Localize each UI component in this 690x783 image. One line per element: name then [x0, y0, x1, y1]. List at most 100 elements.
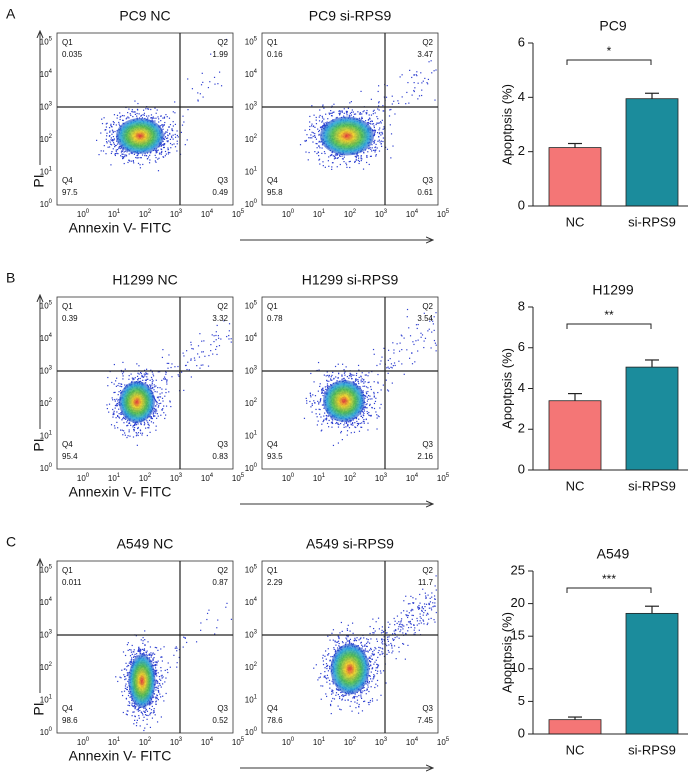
- event-dot: [141, 648, 144, 651]
- tick-base: 10: [40, 367, 49, 376]
- event-dot: [171, 363, 173, 365]
- event-dot: [116, 398, 118, 400]
- event-dot: [152, 658, 154, 660]
- event-dot: [322, 161, 324, 163]
- event-dot: [154, 661, 156, 663]
- y-tick-label: 100: [245, 463, 258, 474]
- event-dot: [366, 410, 368, 413]
- event-dot: [155, 156, 157, 159]
- event-dot: [368, 381, 370, 383]
- event-dot: [134, 111, 136, 113]
- event-dot: [318, 120, 321, 122]
- bar: [548, 147, 602, 207]
- event-dot: [153, 693, 156, 695]
- event-dot: [420, 72, 422, 74]
- event-dot: [343, 108, 345, 110]
- event-dot: [331, 374, 333, 376]
- event-dot: [369, 398, 371, 400]
- event-dot: [113, 138, 115, 140]
- event-dot: [144, 423, 146, 425]
- event-dot: [132, 711, 134, 713]
- event-dot: [341, 110, 343, 112]
- event-dot: [150, 386, 152, 388]
- event-dot: [137, 102, 139, 105]
- event-dot: [348, 377, 350, 379]
- quadrant-name: Q3: [217, 176, 228, 185]
- event-dot: [379, 121, 382, 123]
- event-dot: [351, 374, 353, 376]
- significance-bracket: [566, 323, 652, 329]
- event-dot: [122, 153, 124, 155]
- event-dot: [346, 424, 349, 427]
- event-dot: [413, 343, 415, 346]
- event-dot: [104, 129, 106, 131]
- y-tick-label: 103: [245, 101, 258, 112]
- event-dot: [329, 378, 332, 380]
- y-tick-label: 103: [40, 365, 53, 376]
- event-dot: [343, 426, 345, 428]
- event-dot: [163, 144, 165, 146]
- event-dot: [114, 400, 116, 402]
- event-dot: [367, 429, 369, 431]
- event-dot: [117, 427, 119, 429]
- event-dot: [323, 151, 326, 153]
- event-dot: [151, 700, 153, 702]
- event-dot: [331, 152, 333, 154]
- event-dot: [323, 419, 325, 421]
- event-dot: [322, 387, 324, 389]
- tick-base: 10: [40, 200, 49, 209]
- event-dot: [331, 115, 333, 117]
- y-axis-label: Apoptpsis (%): [499, 84, 514, 165]
- event-dot: [305, 397, 307, 400]
- event-dot: [133, 426, 136, 429]
- event-dot: [148, 162, 151, 164]
- event-dot: [150, 709, 153, 711]
- event-dot: [416, 75, 418, 77]
- event-dot: [389, 124, 391, 126]
- event-dot: [368, 118, 370, 121]
- event-dot: [168, 391, 170, 393]
- tick-base: 10: [108, 210, 117, 219]
- event-dot: [161, 660, 164, 662]
- event-dot: [343, 424, 345, 426]
- event-dot: [392, 342, 394, 344]
- tick-exponent: 5: [446, 209, 450, 215]
- event-dot: [341, 439, 343, 441]
- plot-title: A549 NC: [117, 536, 174, 552]
- event-dot: [376, 414, 378, 416]
- event-dot: [150, 656, 152, 658]
- y-tick-label: 103: [40, 101, 53, 112]
- tick-exponent: 2: [254, 398, 258, 404]
- event-dot: [136, 709, 138, 711]
- event-dot: [131, 715, 133, 717]
- event-dot: [110, 124, 112, 127]
- event-dot: [388, 115, 391, 117]
- event-dot: [367, 422, 369, 424]
- event-dot: [172, 134, 174, 136]
- event-dot: [211, 334, 213, 336]
- event-dot: [115, 140, 118, 142]
- event-dot: [169, 132, 171, 135]
- event-dot: [378, 415, 380, 418]
- event-dot: [399, 342, 401, 344]
- event-dot: [376, 116, 378, 118]
- event-dot: [108, 127, 111, 129]
- event-dot: [377, 122, 379, 124]
- event-dot: [153, 412, 155, 414]
- event-dot: [149, 646, 152, 648]
- event-dot: [130, 160, 132, 162]
- event-dot: [369, 155, 372, 158]
- event-dot: [341, 158, 344, 160]
- event-dot: [149, 704, 151, 706]
- event-dot: [158, 157, 160, 159]
- event-dot: [370, 114, 373, 116]
- plot-frame: [261, 32, 439, 206]
- event-dot: [157, 371, 159, 373]
- event-dot: [421, 334, 424, 336]
- event-dot: [372, 113, 374, 115]
- event-dot: [159, 693, 161, 695]
- event-dot: [121, 419, 123, 421]
- event-dot: [131, 377, 134, 379]
- event-dot: [382, 137, 385, 139]
